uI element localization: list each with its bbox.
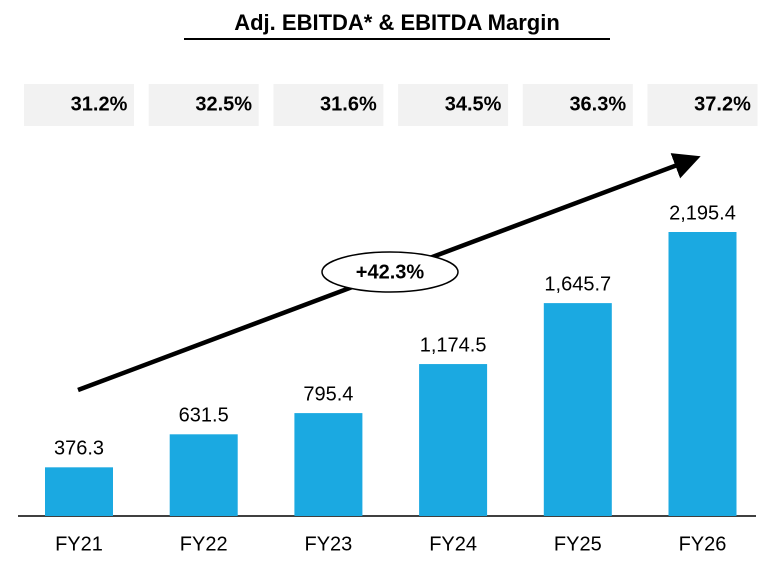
value-label: 2,195.4 — [669, 202, 736, 224]
bar — [543, 303, 612, 516]
margin-label: 36.3% — [569, 93, 626, 115]
value-label: 376.3 — [54, 438, 104, 460]
value-label: 1,645.7 — [544, 273, 611, 295]
margin-label: 32.5% — [195, 93, 252, 115]
x-tick-label: FY22 — [180, 533, 228, 555]
chart-title: Adj. EBITDA* & EBITDA Margin — [234, 10, 560, 35]
bar — [419, 364, 488, 516]
x-tick-label: FY21 — [55, 533, 103, 555]
bar — [169, 434, 238, 516]
x-tick-label: FY25 — [554, 533, 602, 555]
annotation-bubble — [321, 251, 459, 293]
margin-box — [273, 84, 384, 126]
bar — [45, 467, 113, 516]
value-label: 1,174.5 — [420, 334, 487, 356]
margin-box — [148, 84, 259, 126]
margin-label: 37.2% — [694, 93, 751, 115]
margin-label: 31.6% — [320, 93, 377, 115]
margin-box — [24, 84, 134, 126]
margin-label: 34.5% — [445, 93, 502, 115]
margin-box — [398, 84, 509, 126]
bar — [668, 232, 737, 516]
annotation: +42.3% — [356, 261, 425, 283]
margin-box — [522, 84, 633, 126]
x-tick-label: FY23 — [304, 533, 352, 555]
value-label: 631.5 — [179, 405, 229, 427]
x-tick-label: FY24 — [429, 533, 477, 555]
x-tick-label: FY26 — [679, 533, 727, 555]
margin-box — [647, 84, 758, 126]
bar — [294, 413, 363, 516]
margin-label: 31.2% — [71, 93, 128, 115]
value-label: 795.4 — [303, 383, 353, 405]
